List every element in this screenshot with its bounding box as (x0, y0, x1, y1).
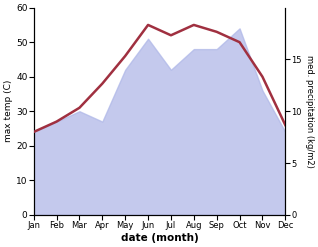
X-axis label: date (month): date (month) (121, 233, 198, 243)
Y-axis label: med. precipitation (kg/m2): med. precipitation (kg/m2) (305, 55, 314, 168)
Y-axis label: max temp (C): max temp (C) (4, 80, 13, 143)
